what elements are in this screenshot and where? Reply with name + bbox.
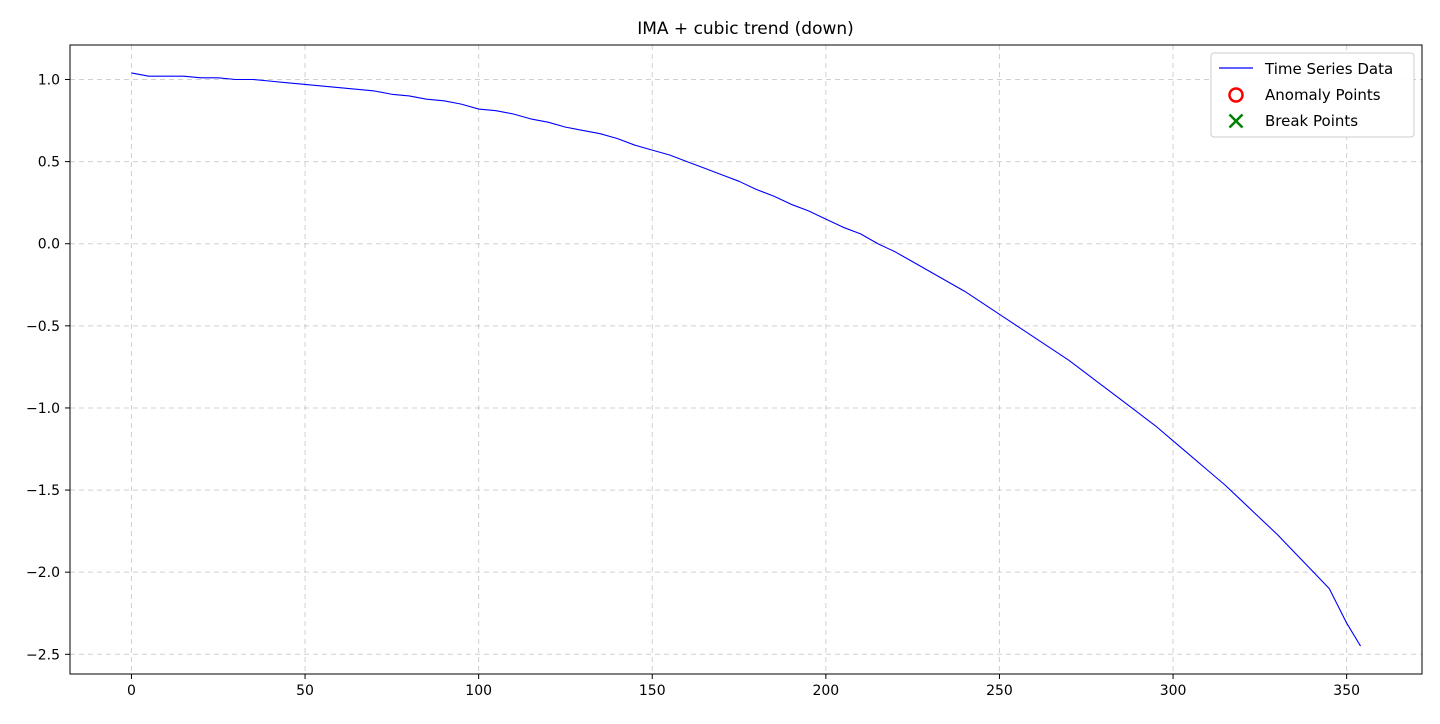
x-tick-label: 50 [296, 683, 314, 699]
legend-label-anomaly-points: Anomaly Points [1265, 86, 1381, 104]
legend-box [1210, 52, 1415, 138]
x-tick-label: 0 [127, 683, 136, 699]
y-tick-label: −1.5 [26, 483, 60, 499]
x-tick-label: 300 [1160, 683, 1187, 699]
legend-circle-marker-icon [1228, 87, 1244, 103]
legend-label-break-points: Break Points [1265, 112, 1358, 130]
y-tick-label: −2.5 [26, 647, 60, 663]
x-tick-label: 250 [986, 683, 1013, 699]
x-axis: 0 50 100 150 200 250 300 350 [127, 674, 1360, 699]
x-tick-label: 350 [1333, 683, 1360, 699]
grid-lines [70, 45, 1422, 674]
series-line-time-series-data [131, 72, 1362, 647]
series-layer [131, 72, 1362, 647]
y-axis: 1.0 0.5 0.0 −0.5 −1.0 −1.5 −2.0 −2.5 [26, 72, 70, 663]
legend: Time Series Data Anomaly Points Break Po… [1210, 52, 1415, 138]
chart-title: IMA + cubic trend (down) [637, 19, 854, 39]
x-tick-label: 150 [639, 683, 666, 699]
x-tick-label: 100 [465, 683, 492, 699]
y-tick-label: −1.0 [26, 401, 60, 417]
y-tick-label: −2.0 [26, 565, 60, 581]
legend-x-marker-icon [1228, 113, 1244, 129]
y-tick-label: 0.5 [38, 155, 60, 171]
legend-label-time-series: Time Series Data [1264, 60, 1393, 78]
y-tick-label: 1.0 [38, 72, 60, 88]
y-tick-label: −0.5 [26, 319, 60, 335]
x-tick-label: 200 [812, 683, 839, 699]
plot-area-frame [69, 44, 1423, 675]
y-tick-label: 0.0 [38, 237, 60, 253]
